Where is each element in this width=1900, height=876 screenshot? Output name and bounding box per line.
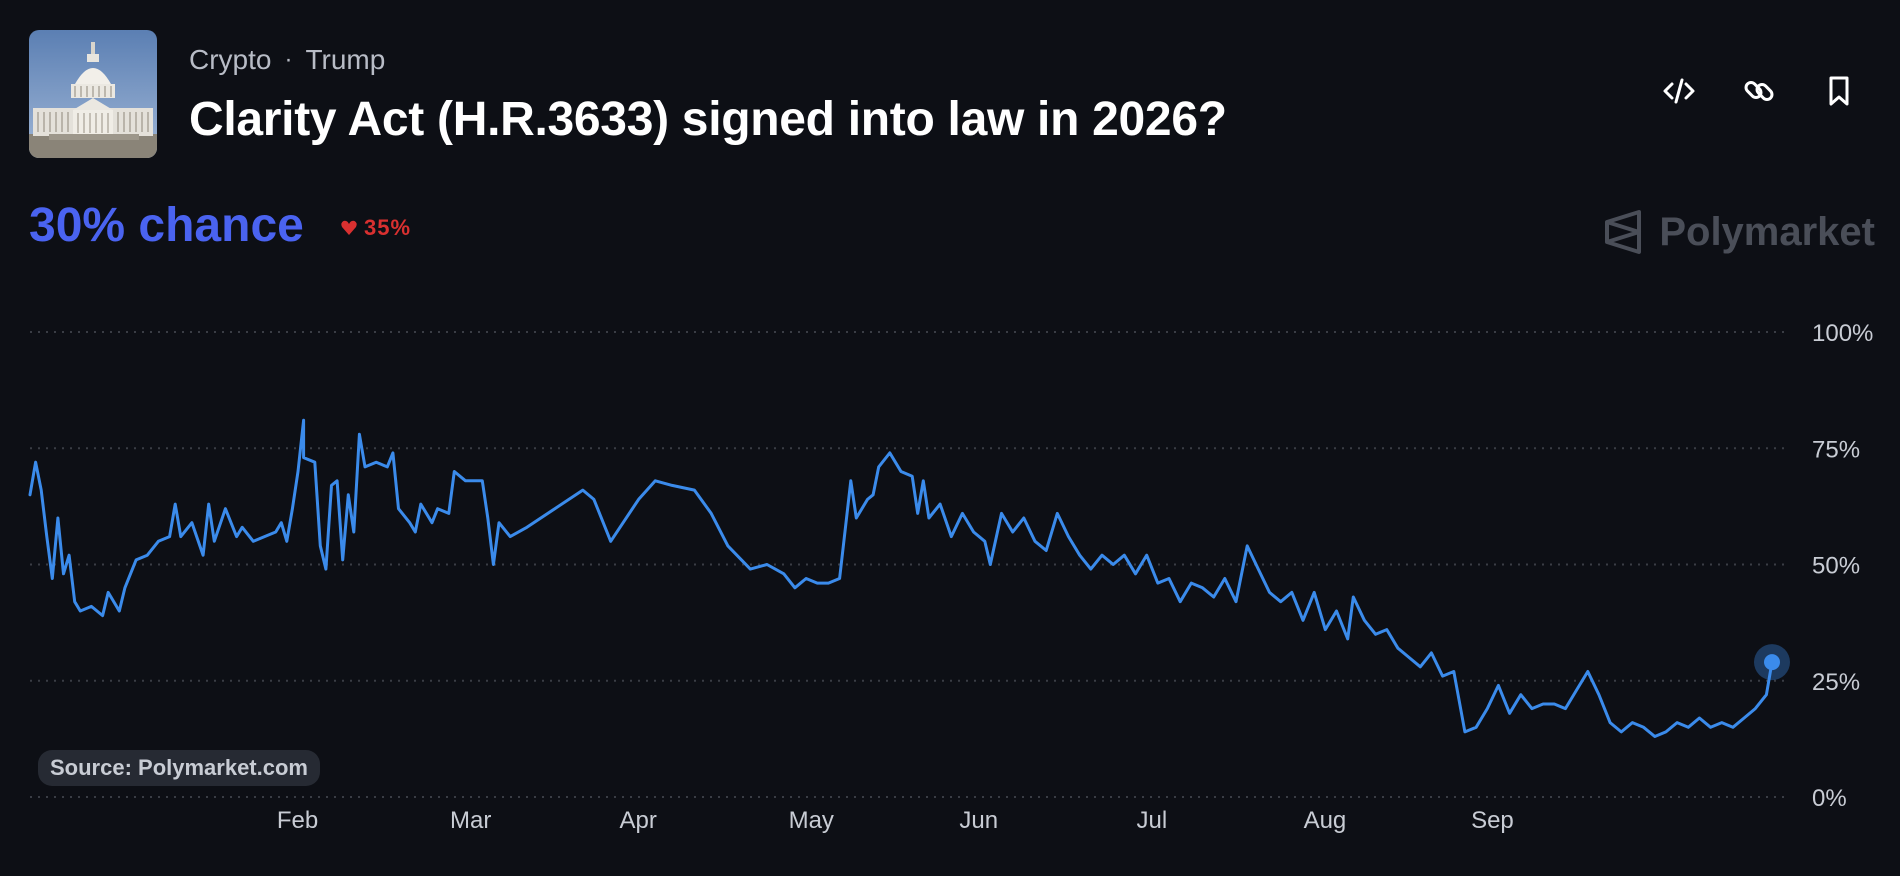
brand-name: Polymarket [1659, 209, 1875, 254]
embed-code-icon [1663, 78, 1695, 104]
page-title: Clarity Act (H.R.3633) signed into law i… [189, 93, 1227, 146]
x-tick-label: May [789, 807, 834, 834]
y-tick-label: 0% [1812, 785, 1847, 812]
current-point [1764, 654, 1780, 671]
x-tick-label: Sep [1471, 807, 1514, 834]
bookmark-icon [1829, 76, 1849, 106]
y-tick-label: 100% [1812, 320, 1873, 347]
category-crypto[interactable]: Crypto [189, 44, 272, 75]
y-tick-label: 50% [1812, 553, 1860, 580]
x-tick-label: Mar [450, 807, 491, 834]
market-thumbnail [29, 30, 157, 158]
series-line [28, 418, 1774, 738]
link-icon [1744, 81, 1774, 101]
source-label: Source: Polymarket.com [38, 750, 320, 786]
chance-value: 30% chance [29, 199, 304, 252]
x-tick-label: Jul [1136, 807, 1167, 834]
polymarket-logo-icon [1605, 210, 1642, 254]
x-tick-label: Feb [277, 807, 318, 834]
x-tick-label: Jun [959, 807, 998, 834]
change-value: 35% [364, 215, 412, 240]
breadcrumb: Crypto · Trump [189, 44, 385, 76]
x-tick-label: Apr [619, 807, 656, 834]
embed-button[interactable] [1662, 74, 1696, 108]
copy-link-button[interactable] [1742, 74, 1776, 108]
change-badge: 35% [340, 215, 411, 241]
heart-down-icon [341, 220, 357, 235]
y-tick-label: 75% [1812, 436, 1860, 463]
toolbar [1662, 74, 1856, 108]
category-trump[interactable]: Trump [305, 44, 386, 75]
x-tick-label: Aug [1304, 807, 1347, 834]
y-tick-label: 25% [1812, 669, 1860, 696]
breadcrumb-separator: · [284, 46, 293, 73]
brand-watermark: Polymarket [1601, 208, 1875, 256]
capitol-building-image [29, 30, 157, 158]
bookmark-button[interactable] [1822, 74, 1856, 108]
